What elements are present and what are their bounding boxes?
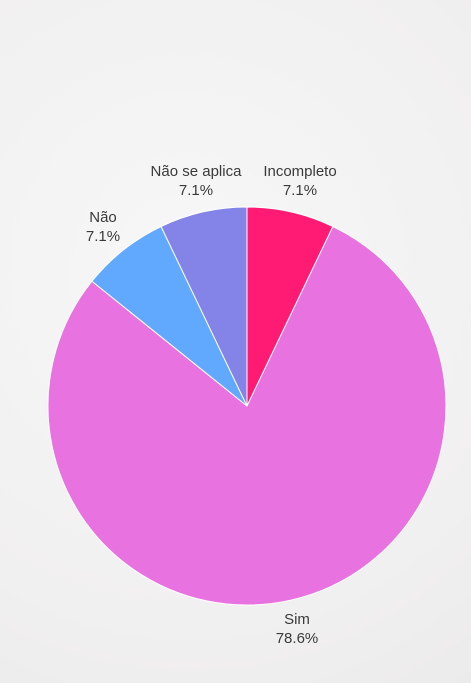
slice-label: Sim (284, 611, 310, 628)
slice-value-label: 7.1% (179, 182, 213, 199)
slice-label: Não (89, 209, 117, 226)
slice-label: Não se aplica (151, 163, 243, 180)
pie-slices (47, 206, 447, 606)
pie-labels: Incompleto 7.1% Sim 78.6% Não 7.1% Não se apli… (86, 163, 337, 647)
pie-slice-n-o-se-aplica[interactable] (160, 206, 248, 407)
slice-value-label: 78.6% (276, 630, 319, 647)
slice-value-label: 7.1% (86, 228, 120, 245)
slice-label: Incompleto (263, 163, 336, 180)
pie-slice-sim[interactable] (47, 225, 447, 606)
slice-value-label: 7.1% (283, 182, 317, 199)
